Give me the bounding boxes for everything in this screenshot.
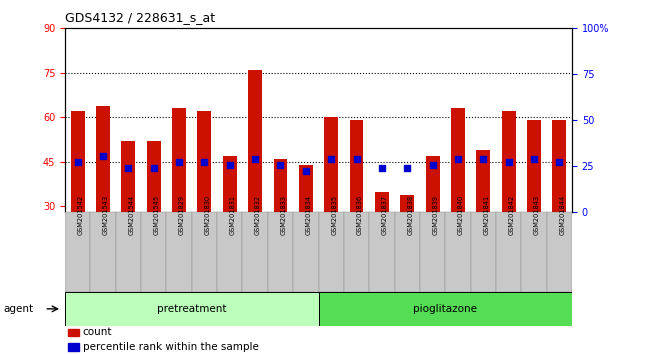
- Bar: [96, 105, 110, 212]
- Text: GSM201842: GSM201842: [508, 195, 515, 235]
- Text: GSM201843: GSM201843: [534, 195, 540, 235]
- Point: [225, 162, 235, 168]
- Bar: [527, 120, 541, 212]
- Text: GSM201542: GSM201542: [78, 195, 84, 235]
- Bar: [547, 212, 572, 292]
- Point: [352, 156, 362, 162]
- Bar: [268, 212, 293, 292]
- Point: [478, 156, 489, 162]
- Point: [504, 159, 514, 165]
- Bar: [471, 212, 496, 292]
- Text: pretreatment: pretreatment: [157, 304, 226, 314]
- Bar: [426, 156, 439, 212]
- Bar: [71, 112, 84, 212]
- Text: GSM201838: GSM201838: [407, 195, 413, 235]
- Point: [377, 165, 387, 171]
- Text: GSM201841: GSM201841: [484, 195, 489, 235]
- Text: GSM201830: GSM201830: [204, 195, 211, 235]
- Bar: [451, 108, 465, 212]
- Point: [554, 159, 564, 165]
- Bar: [68, 343, 79, 350]
- Text: GSM201832: GSM201832: [255, 195, 261, 235]
- Point: [98, 153, 108, 159]
- Text: percentile rank within the sample: percentile rank within the sample: [83, 342, 259, 352]
- Point: [428, 162, 438, 168]
- Bar: [166, 212, 192, 292]
- Bar: [147, 141, 161, 212]
- Bar: [324, 118, 338, 212]
- Text: GSM201833: GSM201833: [281, 195, 287, 235]
- Bar: [350, 120, 363, 212]
- Point: [529, 156, 539, 162]
- Bar: [198, 112, 211, 212]
- Point: [199, 159, 209, 165]
- Bar: [116, 212, 141, 292]
- Bar: [293, 212, 318, 292]
- Bar: [192, 212, 217, 292]
- Bar: [217, 212, 242, 292]
- Bar: [496, 212, 521, 292]
- Bar: [223, 156, 237, 212]
- Bar: [248, 70, 262, 212]
- Text: GSM201543: GSM201543: [103, 195, 109, 235]
- Text: GSM201545: GSM201545: [154, 195, 160, 235]
- Point: [452, 156, 463, 162]
- Bar: [172, 108, 186, 212]
- Bar: [242, 212, 268, 292]
- Point: [149, 165, 159, 171]
- Text: GSM201829: GSM201829: [179, 195, 185, 235]
- Bar: [299, 165, 313, 212]
- Point: [174, 159, 185, 165]
- Bar: [476, 150, 490, 212]
- Point: [402, 165, 413, 171]
- Bar: [90, 212, 116, 292]
- Bar: [65, 212, 90, 292]
- Text: GSM201839: GSM201839: [433, 195, 439, 235]
- Bar: [318, 292, 572, 326]
- Bar: [369, 212, 395, 292]
- Point: [300, 168, 311, 174]
- Bar: [395, 212, 420, 292]
- Point: [124, 165, 134, 171]
- Bar: [420, 212, 445, 292]
- Point: [276, 162, 286, 168]
- Bar: [502, 112, 515, 212]
- Bar: [445, 212, 471, 292]
- Point: [72, 159, 83, 165]
- Text: GSM201831: GSM201831: [230, 195, 236, 235]
- Point: [326, 156, 337, 162]
- Text: GSM201834: GSM201834: [306, 195, 312, 235]
- Text: agent: agent: [3, 304, 33, 314]
- Text: GSM201837: GSM201837: [382, 195, 388, 235]
- Bar: [122, 141, 135, 212]
- Text: GSM201844: GSM201844: [559, 195, 566, 235]
- Point: [250, 156, 260, 162]
- Bar: [552, 120, 566, 212]
- Text: pioglitazone: pioglitazone: [413, 304, 477, 314]
- Bar: [400, 195, 414, 212]
- Text: count: count: [83, 327, 112, 337]
- Text: GSM201835: GSM201835: [332, 195, 337, 235]
- Text: GSM201836: GSM201836: [357, 195, 363, 235]
- Text: GSM201840: GSM201840: [458, 195, 464, 235]
- Bar: [521, 212, 547, 292]
- Text: GSM201544: GSM201544: [129, 195, 135, 235]
- Bar: [65, 292, 318, 326]
- Bar: [375, 192, 389, 212]
- Text: GDS4132 / 228631_s_at: GDS4132 / 228631_s_at: [65, 11, 215, 24]
- Bar: [318, 212, 344, 292]
- Bar: [141, 212, 166, 292]
- Bar: [344, 212, 369, 292]
- Bar: [68, 329, 79, 336]
- Bar: [274, 159, 287, 212]
